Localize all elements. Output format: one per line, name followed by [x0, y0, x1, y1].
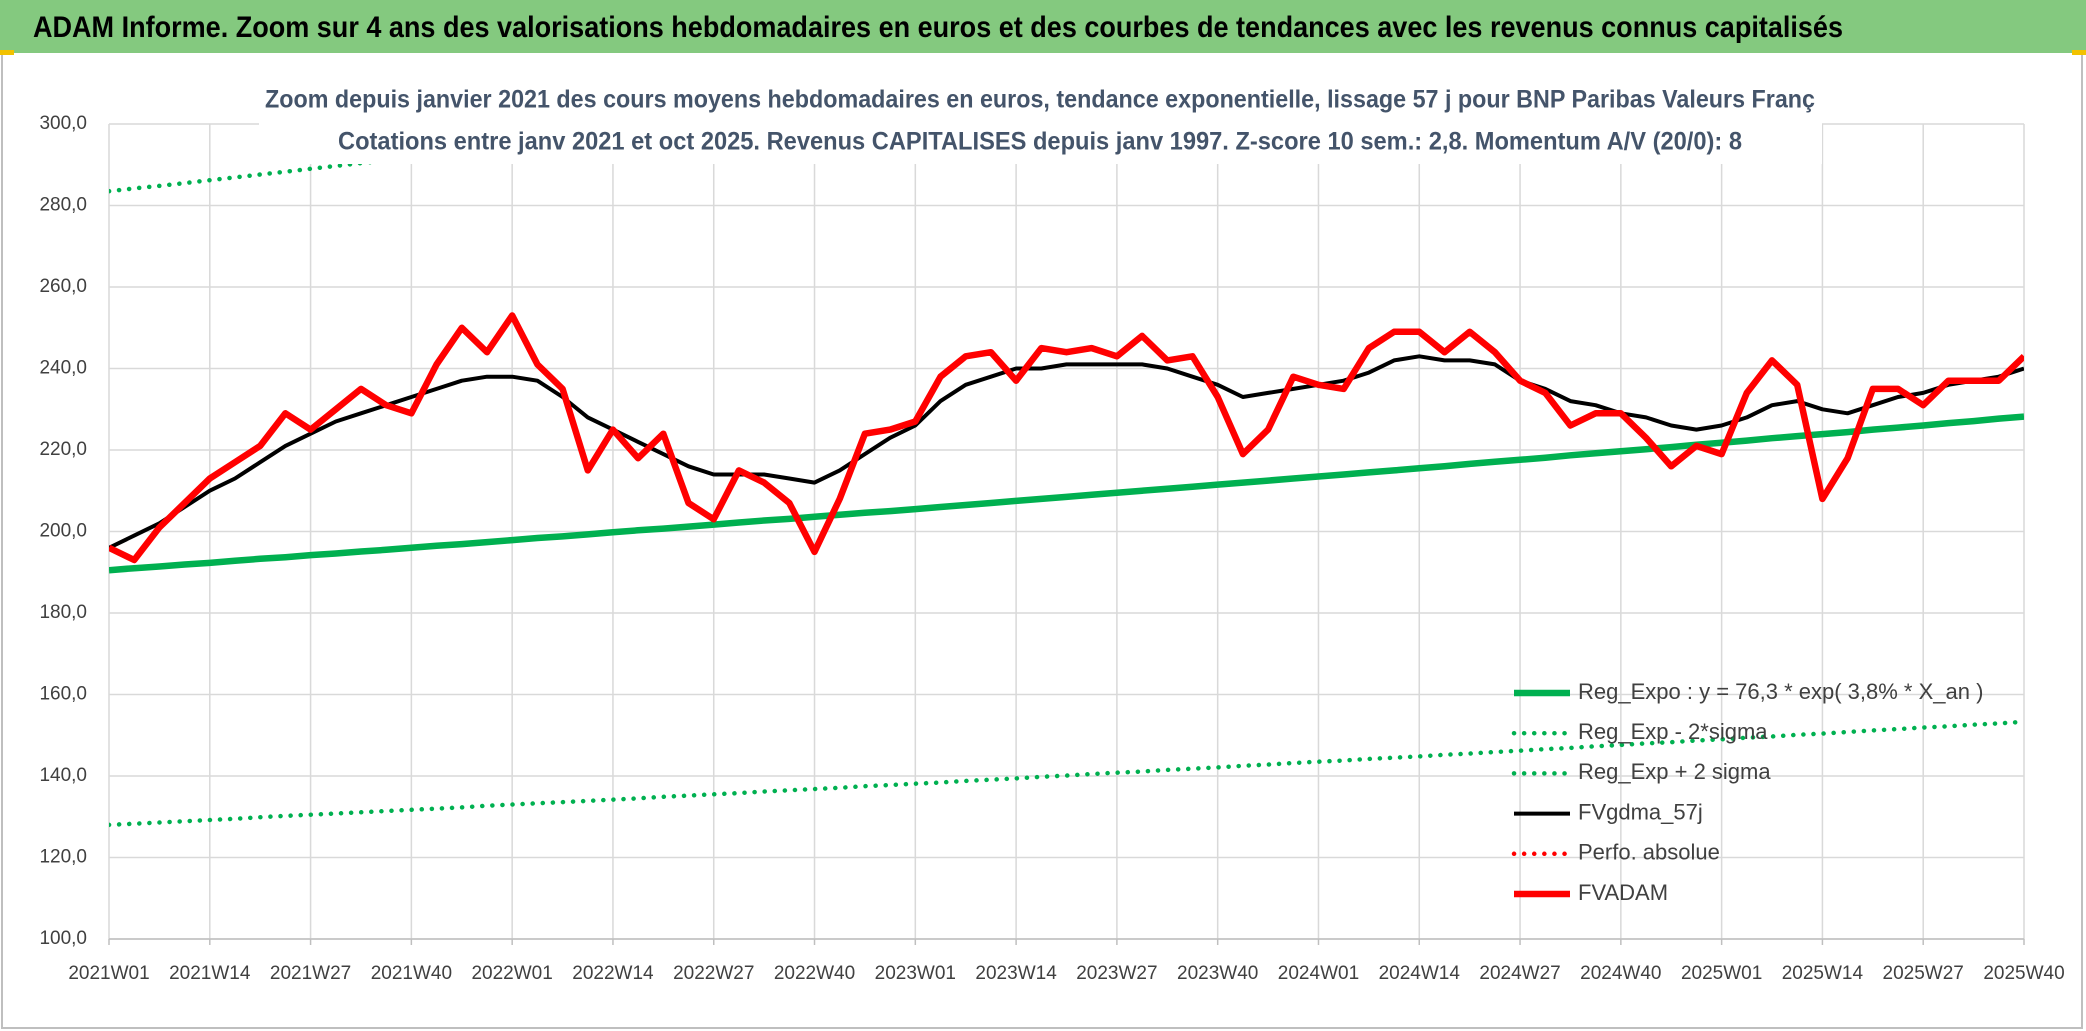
series-line: [109, 312, 2024, 564]
x-tick-label: 2025W14: [1782, 963, 1864, 984]
legend-label: FVADAM: [1578, 880, 1668, 905]
y-tick-label: 120,0: [39, 847, 87, 868]
y-tick-label: 280,0: [39, 195, 87, 216]
y-tick-label: 220,0: [39, 439, 87, 460]
legend-label: Reg_Exp + 2 sigma: [1578, 759, 1771, 784]
x-tick-label: 2021W27: [270, 963, 351, 984]
series-line: [109, 413, 2024, 574]
x-tick-label: 2022W27: [673, 963, 754, 984]
y-tick-label: 140,0: [39, 765, 87, 786]
corner-accent: [0, 50, 14, 55]
x-tick-label: 2022W01: [471, 963, 552, 984]
x-tick-label: 2022W40: [774, 963, 855, 984]
x-tick-label: 2023W27: [1076, 963, 1157, 984]
y-tick-label: 240,0: [39, 358, 87, 379]
x-tick-label: 2024W01: [1278, 963, 1359, 984]
y-tick-label: 160,0: [39, 684, 87, 705]
x-tick-label: 2023W14: [975, 963, 1057, 984]
x-tick-label: 2023W01: [875, 963, 956, 984]
x-tick-label: 2024W27: [1479, 963, 1560, 984]
y-tick-label: 180,0: [39, 602, 87, 623]
chart-frame: [1, 51, 2083, 1029]
header-title: ADAM Informe. Zoom sur 4 ans des valoris…: [33, 11, 1843, 44]
x-tick-label: 2021W01: [68, 963, 149, 984]
chart-title: Zoom depuis janvier 2021 des cours moyen…: [265, 86, 1815, 114]
x-tick-label: 2025W40: [1983, 963, 2064, 984]
legend-label: Perfo. absolue: [1578, 840, 1720, 865]
x-tick-label: 2023W40: [1177, 963, 1258, 984]
chart-subtitle: Cotations entre janv 2021 et oct 2025. R…: [338, 128, 1742, 156]
corner-accent: [2072, 50, 2086, 55]
x-tick-label: 2024W40: [1580, 963, 1661, 984]
legend-label: Reg_Expo : y = 76,3 * exp( 3,8% * X_an ): [1578, 679, 1983, 704]
y-tick-label: 200,0: [39, 521, 87, 542]
header-bar: [0, 0, 2086, 53]
y-tick-label: 260,0: [39, 276, 87, 297]
legend-label: Reg_Exp - 2*sigma: [1578, 719, 1768, 744]
y-tick-label: 100,0: [39, 928, 87, 949]
x-tick-label: 2021W14: [169, 963, 251, 984]
grid: 100,0 120,0 140,0 160,0 180,0 200,0 220,0 240,0…: [39, 113, 2064, 984]
x-tick-label: 2024W14: [1379, 963, 1461, 984]
x-tick-label: 2021W40: [371, 963, 452, 984]
series-line: [109, 354, 2024, 550]
title-background: [259, 80, 1822, 164]
y-tick-label: 300,0: [39, 113, 87, 134]
x-tick-label: 2022W14: [572, 963, 654, 984]
legend-label: FVgdma_57j: [1578, 799, 1703, 824]
legend: Reg_Expo : y = 76,3 * exp( 3,8% * X_an )…: [1511, 679, 1983, 905]
series-line: [109, 719, 2024, 828]
x-tick-label: 2025W27: [1883, 963, 1964, 984]
x-tick-label: 2025W01: [1681, 963, 1762, 984]
